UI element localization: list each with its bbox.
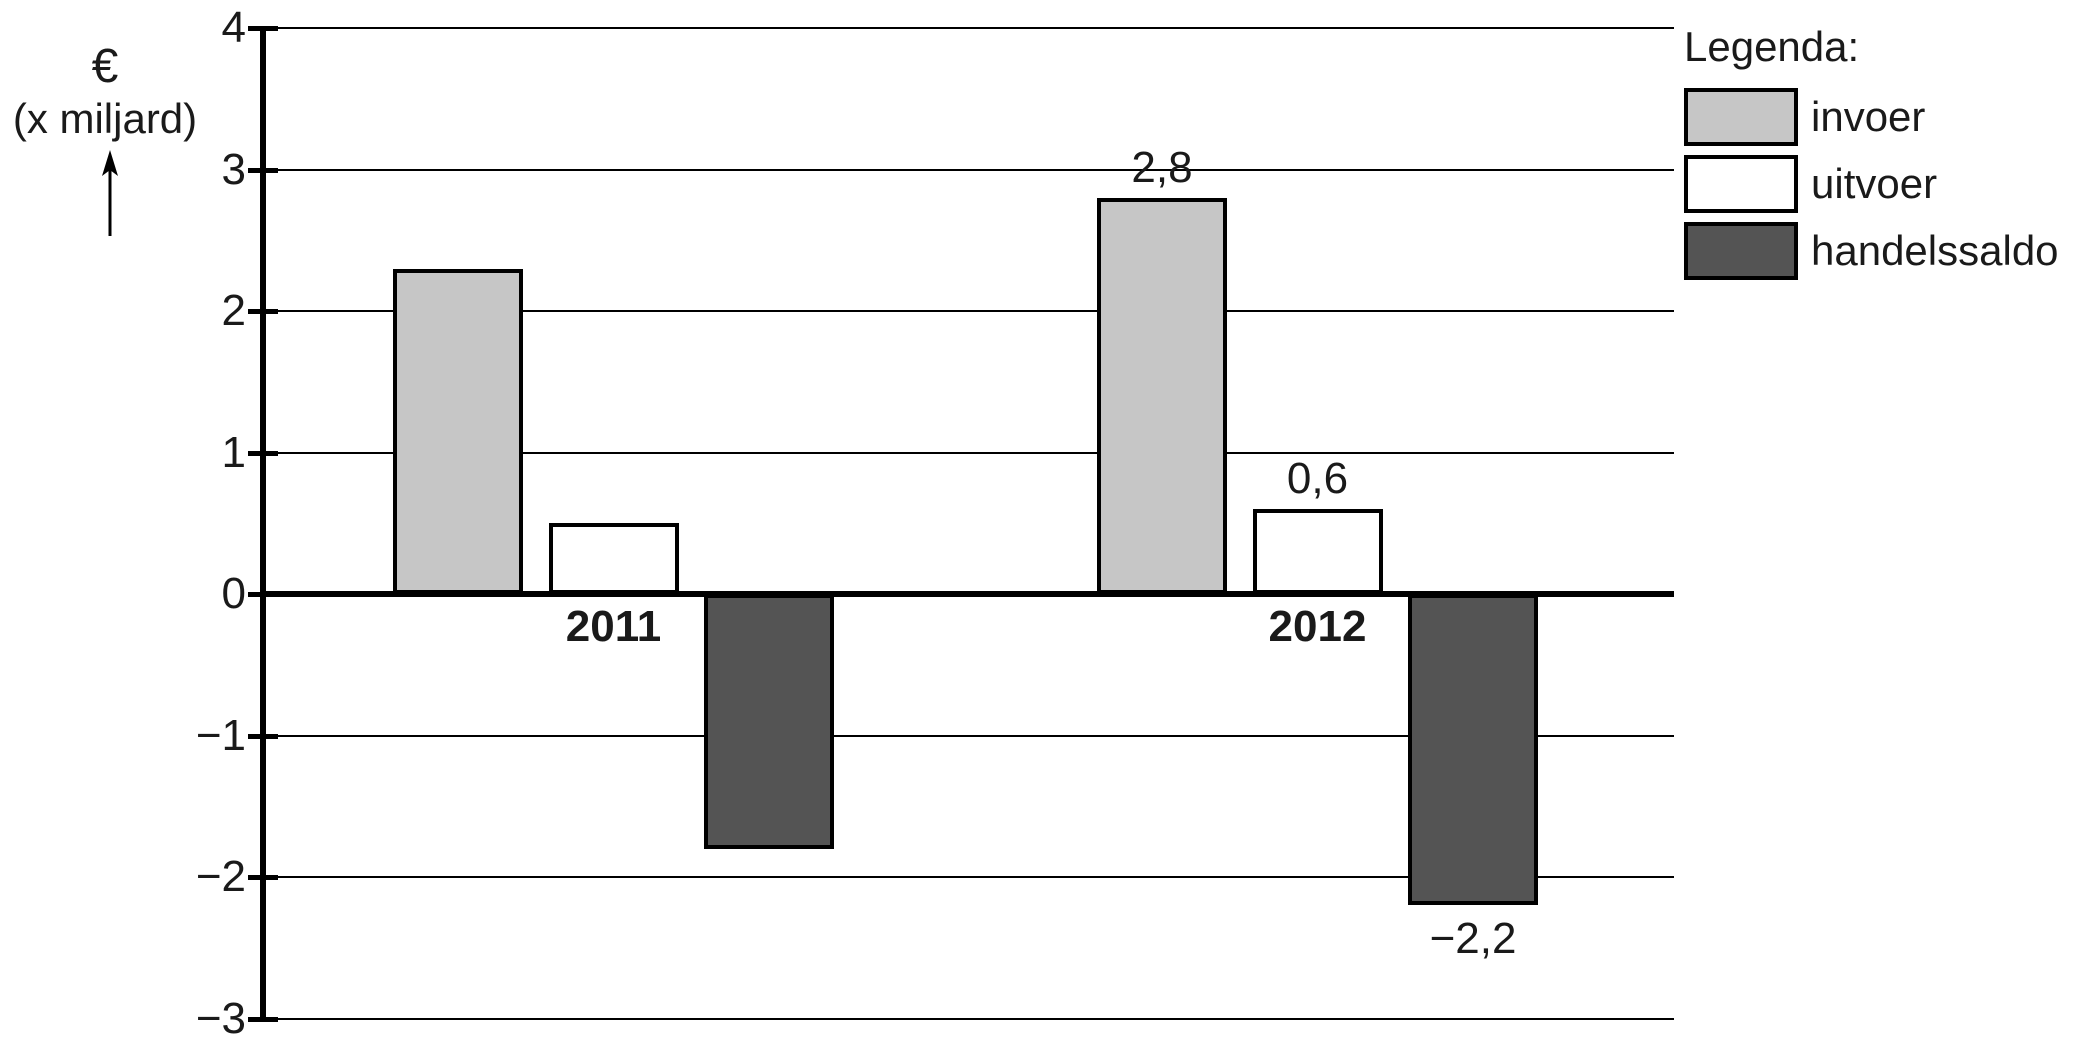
y-tick-label: 2 bbox=[221, 286, 246, 335]
gridline-y-3 bbox=[263, 1017, 1674, 1020]
gridline-y4 bbox=[263, 27, 1674, 29]
legend-label-uitvoer: uitvoer bbox=[1811, 160, 1938, 207]
gridline-y-2 bbox=[263, 876, 1674, 878]
x-axis-line bbox=[260, 591, 1674, 597]
y-tick-label: −2 bbox=[195, 852, 246, 901]
y-axis-unit-text: (x miljard) bbox=[12, 95, 198, 142]
y-tick-label: 3 bbox=[221, 144, 246, 194]
legend-swatch-uitvoer bbox=[1684, 155, 1798, 213]
bar-value-label-handelssaldo-2012: −2,2 bbox=[1429, 914, 1517, 964]
legend-label-invoer: invoer bbox=[1811, 93, 1926, 140]
gridline-y1 bbox=[263, 451, 1674, 454]
legend-swatch-handelssaldo bbox=[1684, 222, 1798, 280]
legend-title: Legenda: bbox=[1684, 23, 1860, 70]
y-tick-label: 4 bbox=[221, 3, 246, 52]
gridline-y-1 bbox=[263, 734, 1674, 737]
legend-item-uitvoer: uitvoer bbox=[1684, 155, 2086, 213]
gridline-y2 bbox=[263, 310, 1674, 312]
legend-item-handelssaldo: handelssaldo bbox=[1684, 222, 2086, 280]
y-axis-unit-symbol: € bbox=[91, 40, 119, 93]
bar-value-label-invoer-2012: 2,8 bbox=[1131, 142, 1193, 192]
legend-label-handelssaldo: handelssaldo bbox=[1811, 227, 2059, 274]
bar-invoer-2012 bbox=[1097, 197, 1227, 594]
legend: Legenda: invoer uitvoer handelssaldo bbox=[1684, 22, 2086, 289]
legend-item-invoer: invoer bbox=[1684, 88, 2086, 146]
up-arrow-icon bbox=[102, 150, 118, 236]
y-tick-label: −3 bbox=[195, 993, 246, 1043]
legend-swatch-invoer bbox=[1684, 88, 1798, 146]
y-tick-label: −1 bbox=[195, 710, 246, 760]
gridline-y3 bbox=[263, 168, 1674, 171]
bar-uitvoer-2011 bbox=[548, 523, 679, 594]
y-tick-label: 0 bbox=[221, 569, 246, 618]
y-tick-label: 1 bbox=[221, 427, 246, 477]
bar-value-label-uitvoer-2012: 0,6 bbox=[1286, 454, 1349, 504]
bar-invoer-2011 bbox=[393, 268, 523, 594]
bar-handelssaldo-2012 bbox=[1408, 594, 1538, 906]
bar-handelssaldo-2011 bbox=[704, 594, 834, 849]
category-label-2012: 2012 bbox=[1268, 602, 1367, 651]
category-label-2011: 2011 bbox=[565, 602, 662, 651]
bar-uitvoer-2012 bbox=[1252, 509, 1383, 594]
y-axis-line bbox=[260, 26, 266, 1021]
